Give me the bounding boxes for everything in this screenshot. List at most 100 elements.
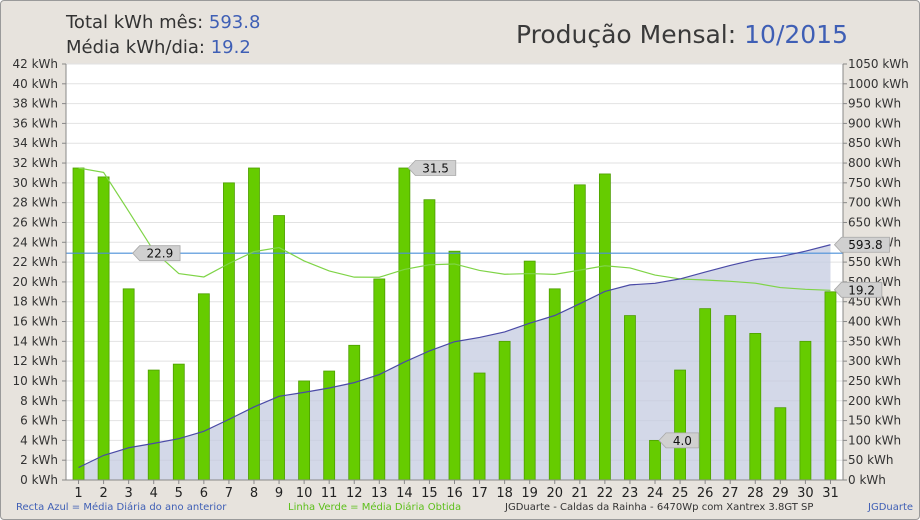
bar-day-27	[724, 315, 737, 481]
avg-label: Média kWh/dia:	[66, 37, 205, 58]
avg-row: Média kWh/dia: 19.2	[66, 35, 260, 60]
left-tick-label: 26 kWh	[12, 215, 58, 229]
x-tick-label: 9	[275, 486, 283, 501]
source-text: JGDuarte - Caldas da Rainha - 6470Wp com…	[505, 502, 814, 513]
footer: Recta Azul = Média Diária do ano anterio…	[0, 500, 920, 518]
x-tick-label: 21	[572, 486, 589, 501]
x-tick-label: 25	[672, 486, 689, 501]
x-tick-label: 31	[822, 486, 839, 501]
bar-day-7	[223, 182, 235, 481]
bar-day-16	[448, 250, 461, 481]
right-tick-label: 200 kWh	[848, 394, 901, 408]
x-tick-label: 7	[225, 486, 233, 501]
x-tick-label: 26	[697, 486, 714, 501]
blue-line-legend: Recta Azul = Média Diária do ano anterio…	[16, 502, 227, 513]
bar-day-2	[97, 176, 110, 481]
bar-day-19	[523, 260, 536, 481]
cumulative-line	[78, 244, 831, 469]
data-label: 19.2	[848, 283, 875, 297]
stats-panel: Total kWh mês: 593.8 Média kWh/dia: 19.2	[66, 10, 260, 60]
left-tick-label: 40 kWh	[12, 77, 58, 91]
x-tick-label: 8	[250, 486, 258, 501]
right-tick-label: 950 kWh	[848, 97, 901, 111]
right-tick-label: 450 kWh	[848, 295, 901, 309]
bar-day-18	[498, 340, 511, 481]
left-tick-label: 42 kWh	[12, 57, 58, 71]
right-tick-label: 250 kWh	[848, 374, 901, 388]
x-tick-label: 24	[647, 486, 664, 501]
x-tick-label: 18	[496, 486, 513, 501]
brand-text: JGDuarte	[868, 502, 914, 513]
bar-day-28	[749, 333, 762, 481]
left-tick-label: 2 kWh	[20, 453, 58, 467]
left-tick-label: 0 kWh	[20, 473, 58, 487]
x-tick-label: 16	[446, 486, 463, 501]
x-tick-label: 2	[99, 486, 107, 501]
left-tick-label: 28 kWh	[12, 196, 58, 210]
x-tick-label: 30	[797, 486, 814, 501]
bar-day-14	[398, 167, 411, 481]
x-tick-label: 20	[546, 486, 563, 501]
bar-day-22	[598, 173, 611, 481]
bar-day-23	[624, 315, 636, 481]
x-tick-label: 6	[200, 486, 208, 501]
bar-day-25	[674, 369, 686, 481]
data-label: 4.0	[673, 434, 692, 448]
bar-day-30	[799, 340, 812, 481]
right-tick-label: 400 kWh	[848, 315, 901, 329]
x-tick-label: 29	[772, 486, 789, 501]
x-tick-label: 10	[296, 486, 313, 501]
left-tick-label: 22 kWh	[12, 255, 58, 269]
data-label-box	[407, 160, 457, 176]
bar-day-31	[824, 291, 837, 481]
left-tick-label: 24 kWh	[12, 235, 58, 249]
x-tick-label: 15	[421, 486, 438, 501]
x-tick-label: 4	[150, 486, 158, 501]
left-tick-label: 38 kWh	[12, 97, 58, 111]
x-tick-label: 19	[521, 486, 538, 501]
x-tick-label: 13	[371, 486, 388, 501]
right-tick-label: 1050 kWh	[848, 57, 909, 71]
bar-day-5	[172, 363, 185, 481]
right-tick-label: 650 kWh	[848, 215, 901, 229]
data-label: 593.8	[848, 238, 882, 252]
bar-day-12	[348, 344, 361, 481]
bar-day-4	[147, 369, 160, 481]
chart-title: Produção Mensal: 10/2015	[516, 20, 848, 49]
bar-day-9	[273, 215, 285, 481]
bar-day-24	[649, 439, 661, 481]
right-tick-label: 350 kWh	[848, 334, 901, 348]
left-tick-label: 30 kWh	[12, 176, 58, 190]
x-tick-label: 17	[471, 486, 488, 501]
left-tick-label: 16 kWh	[12, 315, 58, 329]
x-tick-label: 28	[747, 486, 764, 501]
left-tick-label: 34 kWh	[12, 136, 58, 150]
left-tick-label: 20 kWh	[12, 275, 58, 289]
right-tick-label: 750 kWh	[848, 176, 901, 190]
left-tick-label: 32 kWh	[12, 156, 58, 170]
bar-day-21	[573, 184, 586, 481]
left-tick-label: 18 kWh	[12, 295, 58, 309]
right-tick-label: 150 kWh	[848, 414, 901, 428]
avg-value: 19.2	[210, 37, 251, 58]
x-tick-label: 14	[396, 486, 413, 501]
x-tick-label: 5	[175, 486, 183, 501]
title-label: Produção Mensal:	[515, 20, 737, 49]
right-tick-label: 550 kWh	[848, 255, 901, 269]
data-label: 31.5	[422, 162, 449, 176]
data-label-box	[833, 236, 890, 253]
total-label: Total kWh mês:	[66, 12, 204, 33]
bar-day-15	[423, 199, 436, 481]
right-tick-label: 50 kWh	[848, 453, 894, 467]
average-line	[78, 167, 831, 291]
right-tick-label: 300 kWh	[848, 354, 901, 368]
title-value: 10/2015	[744, 20, 848, 49]
bar-day-1	[72, 167, 85, 481]
bar-day-20	[548, 288, 561, 481]
left-tick-label: 8 kWh	[20, 394, 58, 408]
right-tick-label: 0 kWh	[848, 473, 886, 487]
x-tick-label: 22	[597, 486, 614, 501]
right-tick-label: 850 kWh	[848, 136, 901, 150]
x-tick-label: 23	[622, 486, 639, 501]
